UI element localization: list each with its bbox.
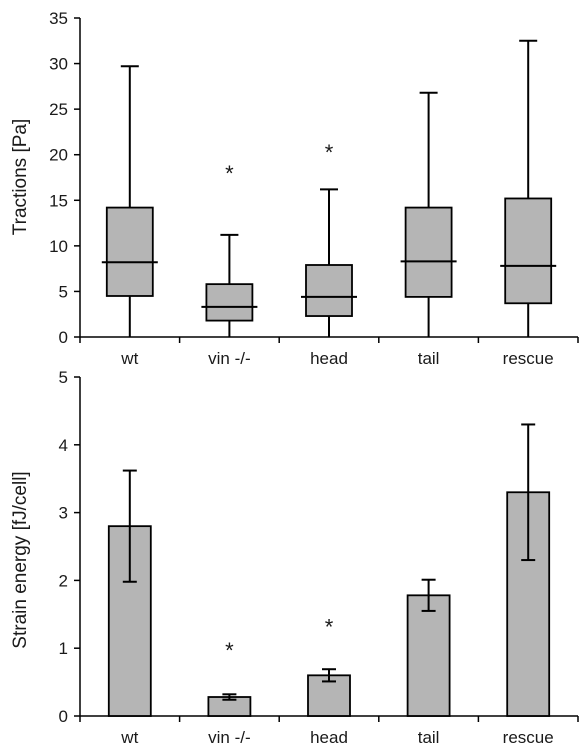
tractions-x-tick-label: wt xyxy=(120,349,138,368)
strain-energy-y-tick-label: 4 xyxy=(59,436,68,455)
significance-star: * xyxy=(325,614,334,639)
tractions-y-tick-label: 5 xyxy=(59,282,68,301)
strain-energy-bar-chart: Strain energy [fJ/cell] 0 1 2 3 4 5 wt vin -/- h… xyxy=(10,368,579,747)
strain-energy-y-axis-title: Strain energy [fJ/cell] xyxy=(10,471,31,648)
box-iqr xyxy=(105,206,154,297)
box-iqr xyxy=(205,283,254,322)
strain-energy-y-tick-label: 1 xyxy=(59,639,68,658)
tractions-y-tick-label: 35 xyxy=(49,9,68,28)
strain-energy-x-tick-label: tail xyxy=(418,728,440,747)
strain-energy-x-tick-label: wt xyxy=(120,728,138,747)
box-iqr xyxy=(305,264,353,317)
tractions-x-tick-label: head xyxy=(310,349,348,368)
tractions-x-tick-label: tail xyxy=(418,349,440,368)
significance-star: * xyxy=(225,638,234,663)
strain-energy-x-tick-label: vin -/- xyxy=(208,728,251,747)
tractions-y-tick-label: 0 xyxy=(59,328,68,347)
tractions-x-tick-label: vin -/- xyxy=(208,349,251,368)
tractions-box-plot: Tractions [Pa] 0 5 10 15 20 25 30 35 wt vin -/- he… xyxy=(10,9,579,368)
strain-energy-x-tick-label: head xyxy=(310,728,348,747)
tractions-y-tick-label: 30 xyxy=(49,55,68,74)
significance-star: * xyxy=(225,161,234,186)
tractions-y-axis-title: Tractions [Pa] xyxy=(10,119,31,236)
bar xyxy=(406,594,451,717)
strain-energy-y-tick-label: 2 xyxy=(59,571,68,590)
tractions-y-tick-label: 20 xyxy=(49,146,68,165)
strain-energy-x-tick-label: rescue xyxy=(503,728,554,747)
significance-star: * xyxy=(325,140,334,165)
strain-energy-y-tick-label: 5 xyxy=(59,368,68,387)
tractions-x-tick-label: rescue xyxy=(503,349,554,368)
tractions-y-tick-label: 25 xyxy=(49,100,68,119)
tractions-y-tick-label: 10 xyxy=(49,237,68,256)
box-iqr xyxy=(404,206,453,298)
strain-energy-y-tick-label: 0 xyxy=(59,707,68,726)
tractions-y-tick-label: 15 xyxy=(49,191,68,210)
box-iqr xyxy=(504,197,553,305)
strain-energy-y-tick-label: 3 xyxy=(59,504,68,523)
